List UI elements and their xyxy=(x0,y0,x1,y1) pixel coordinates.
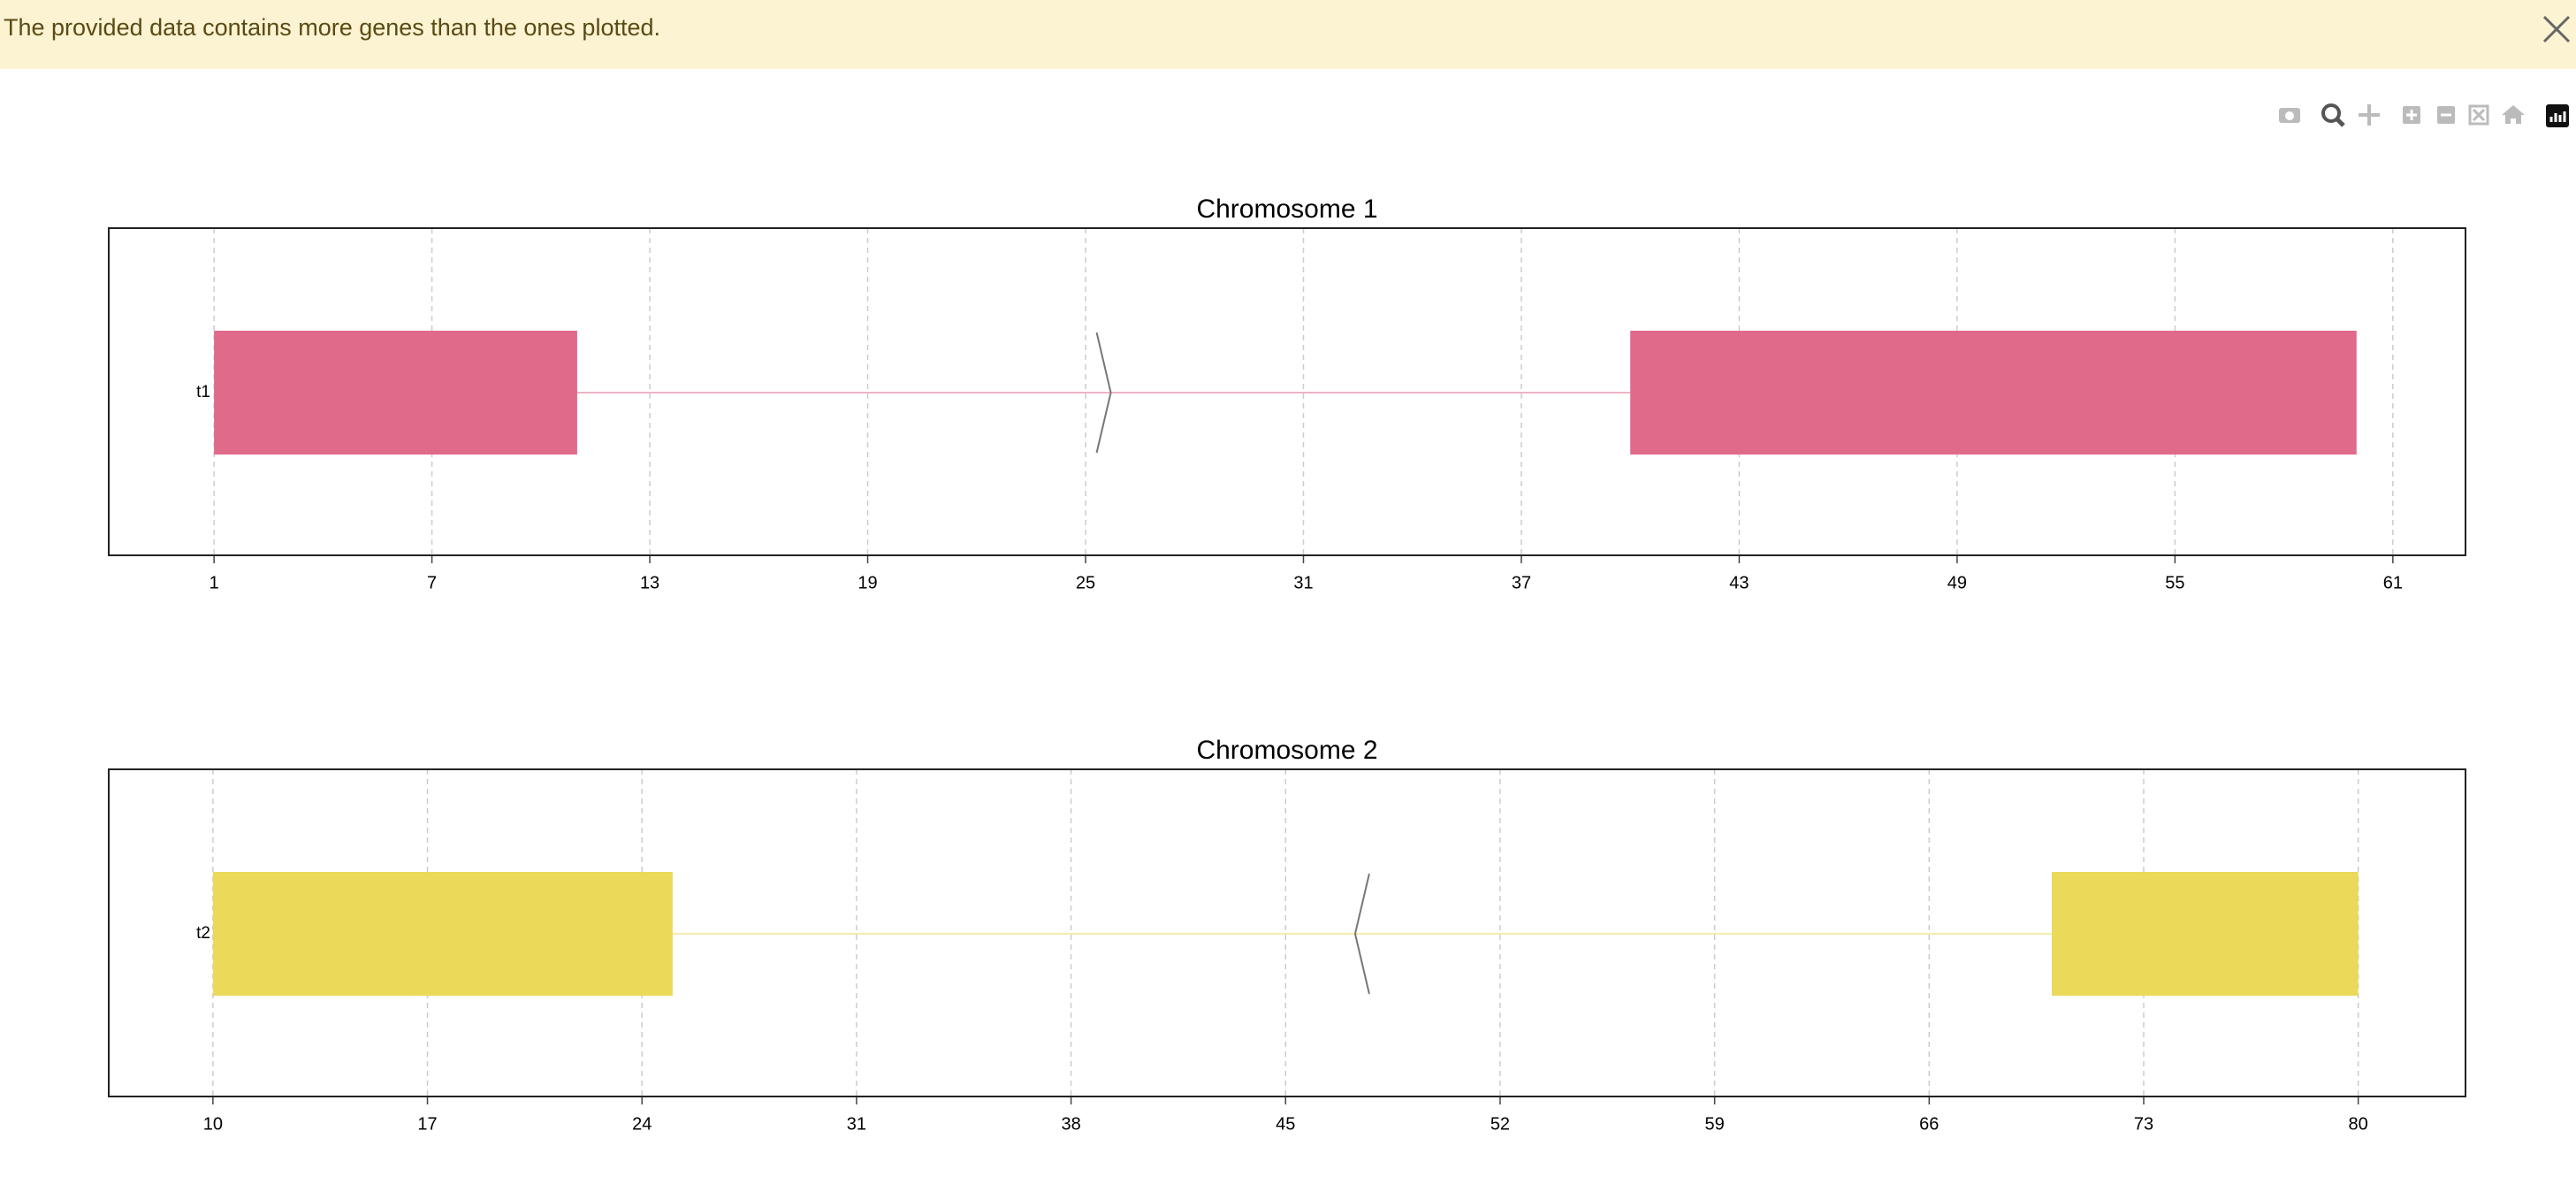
exon xyxy=(2051,872,2359,996)
banner-message: The provided data contains more genes th… xyxy=(4,14,660,41)
autoscale-button[interactable] xyxy=(2468,104,2489,126)
x-tick-label: 25 xyxy=(1076,573,1095,592)
modebar xyxy=(2279,103,2569,127)
x-tick-label: 19 xyxy=(857,573,877,592)
exon xyxy=(1630,331,2357,455)
zoom-in-button[interactable] xyxy=(2403,106,2420,124)
zoom-button[interactable] xyxy=(2321,103,2345,127)
charts: Chromosome 11 7 13 19 25 31 37 43 49 55 61t1Chromo… xyxy=(108,195,2466,1134)
track-label: t1 xyxy=(196,383,210,401)
reset-button[interactable] xyxy=(2502,105,2525,124)
x-tick-label: 31 xyxy=(1293,573,1313,592)
x-tick-label: 55 xyxy=(2165,573,2184,592)
chart-title: Chromosome 2 xyxy=(1196,736,1377,765)
strand-arrow xyxy=(1095,332,1112,454)
close-button[interactable] xyxy=(2542,15,2571,43)
x-tick-label: 52 xyxy=(1490,1114,1510,1134)
strand-arrow xyxy=(1353,873,1370,995)
x-tick-label: 31 xyxy=(847,1114,866,1134)
x-tick-label: 43 xyxy=(1729,573,1749,592)
plot-frame xyxy=(108,227,2466,556)
exon xyxy=(212,872,673,996)
exon xyxy=(214,331,577,455)
x-tick-label: 37 xyxy=(1512,573,1531,592)
zoom-out-button[interactable] xyxy=(2437,106,2455,124)
plot-frame xyxy=(108,768,2466,1097)
x-tick-label: 38 xyxy=(1061,1114,1080,1134)
track-label: t2 xyxy=(196,924,210,943)
x-tick-label: 24 xyxy=(632,1114,652,1134)
camera-button[interactable] xyxy=(2279,108,2300,123)
x-tick-label: 1 xyxy=(210,573,219,592)
warning-banner xyxy=(0,0,2576,69)
x-tick-label: 59 xyxy=(1704,1114,1724,1134)
chart-title: Chromosome 1 xyxy=(1196,195,1377,224)
gene-chart: Chromosome 1 1 7 13 19 25 31 37 43 49 55 61 t1 xyxy=(108,195,2466,592)
x-tick-label: 49 xyxy=(1947,573,1967,592)
x-tick-label: 13 xyxy=(640,573,659,592)
x-tick-label: 17 xyxy=(417,1114,437,1134)
x-tick-label: 10 xyxy=(203,1114,223,1134)
plotly-logo[interactable] xyxy=(2546,104,2569,127)
x-tick-label: 73 xyxy=(2134,1114,2153,1134)
x-tick-label: 7 xyxy=(427,573,437,592)
x-tick-label: 80 xyxy=(2349,1114,2368,1134)
pan-button[interactable] xyxy=(2359,104,2380,126)
x-tick-label: 66 xyxy=(1919,1114,1939,1134)
x-tick-label: 61 xyxy=(2383,573,2403,592)
x-tick-label: 45 xyxy=(1276,1114,1295,1134)
gene-chart: Chromosome 2 10 17 24 31 38 45 52 59 66 73 80 t2 xyxy=(108,736,2466,1134)
